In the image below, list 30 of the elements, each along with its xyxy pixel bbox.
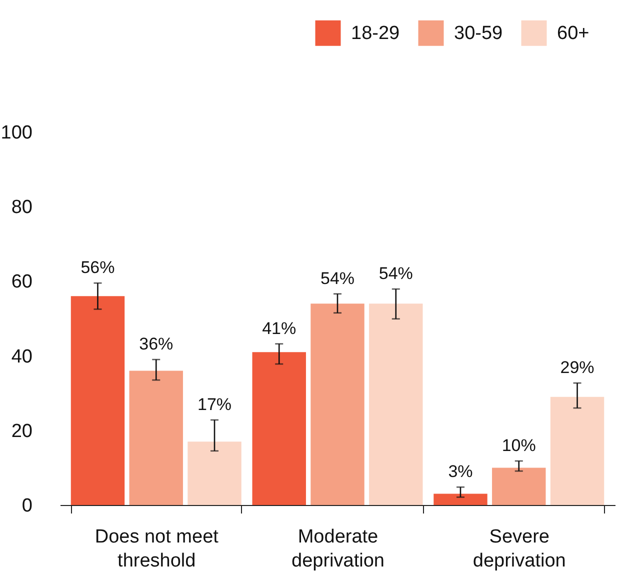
x-tick-label: Does not meet threshold — [94, 526, 220, 572]
bar — [70, 296, 125, 505]
y-tick-label: 40 — [11, 346, 32, 368]
data-label: 54% — [320, 268, 355, 288]
x-tick-label: Severe deprivation — [472, 526, 566, 572]
data-label: 54% — [378, 264, 413, 284]
y-tick-label: 80 — [11, 197, 32, 218]
y-tick-label: 60 — [11, 272, 32, 293]
y-tick-label: 20 — [11, 420, 32, 442]
data-label: 36% — [139, 334, 174, 354]
y-tick-label: 100 — [0, 122, 32, 144]
bar — [434, 494, 488, 505]
data-label: 3% — [448, 462, 473, 482]
data-label: 10% — [502, 436, 536, 455]
data-label: 41% — [262, 318, 296, 338]
bar — [310, 304, 364, 505]
data-label: 29% — [560, 358, 594, 378]
bar — [252, 352, 306, 505]
x-tick-label: Moderate deprivation — [292, 526, 384, 572]
bar — [129, 370, 183, 505]
data-label: 56% — [80, 258, 115, 278]
bar — [550, 396, 604, 505]
bar — [369, 304, 423, 505]
legend-label: 60+ — [557, 23, 590, 44]
legend-label: 30-59 — [454, 23, 503, 44]
bar — [188, 442, 242, 505]
legend-label: 18-29 — [351, 23, 400, 44]
data-label: 17% — [198, 394, 232, 414]
y-tick-label: 0 — [22, 496, 32, 516]
bar — [492, 468, 546, 505]
